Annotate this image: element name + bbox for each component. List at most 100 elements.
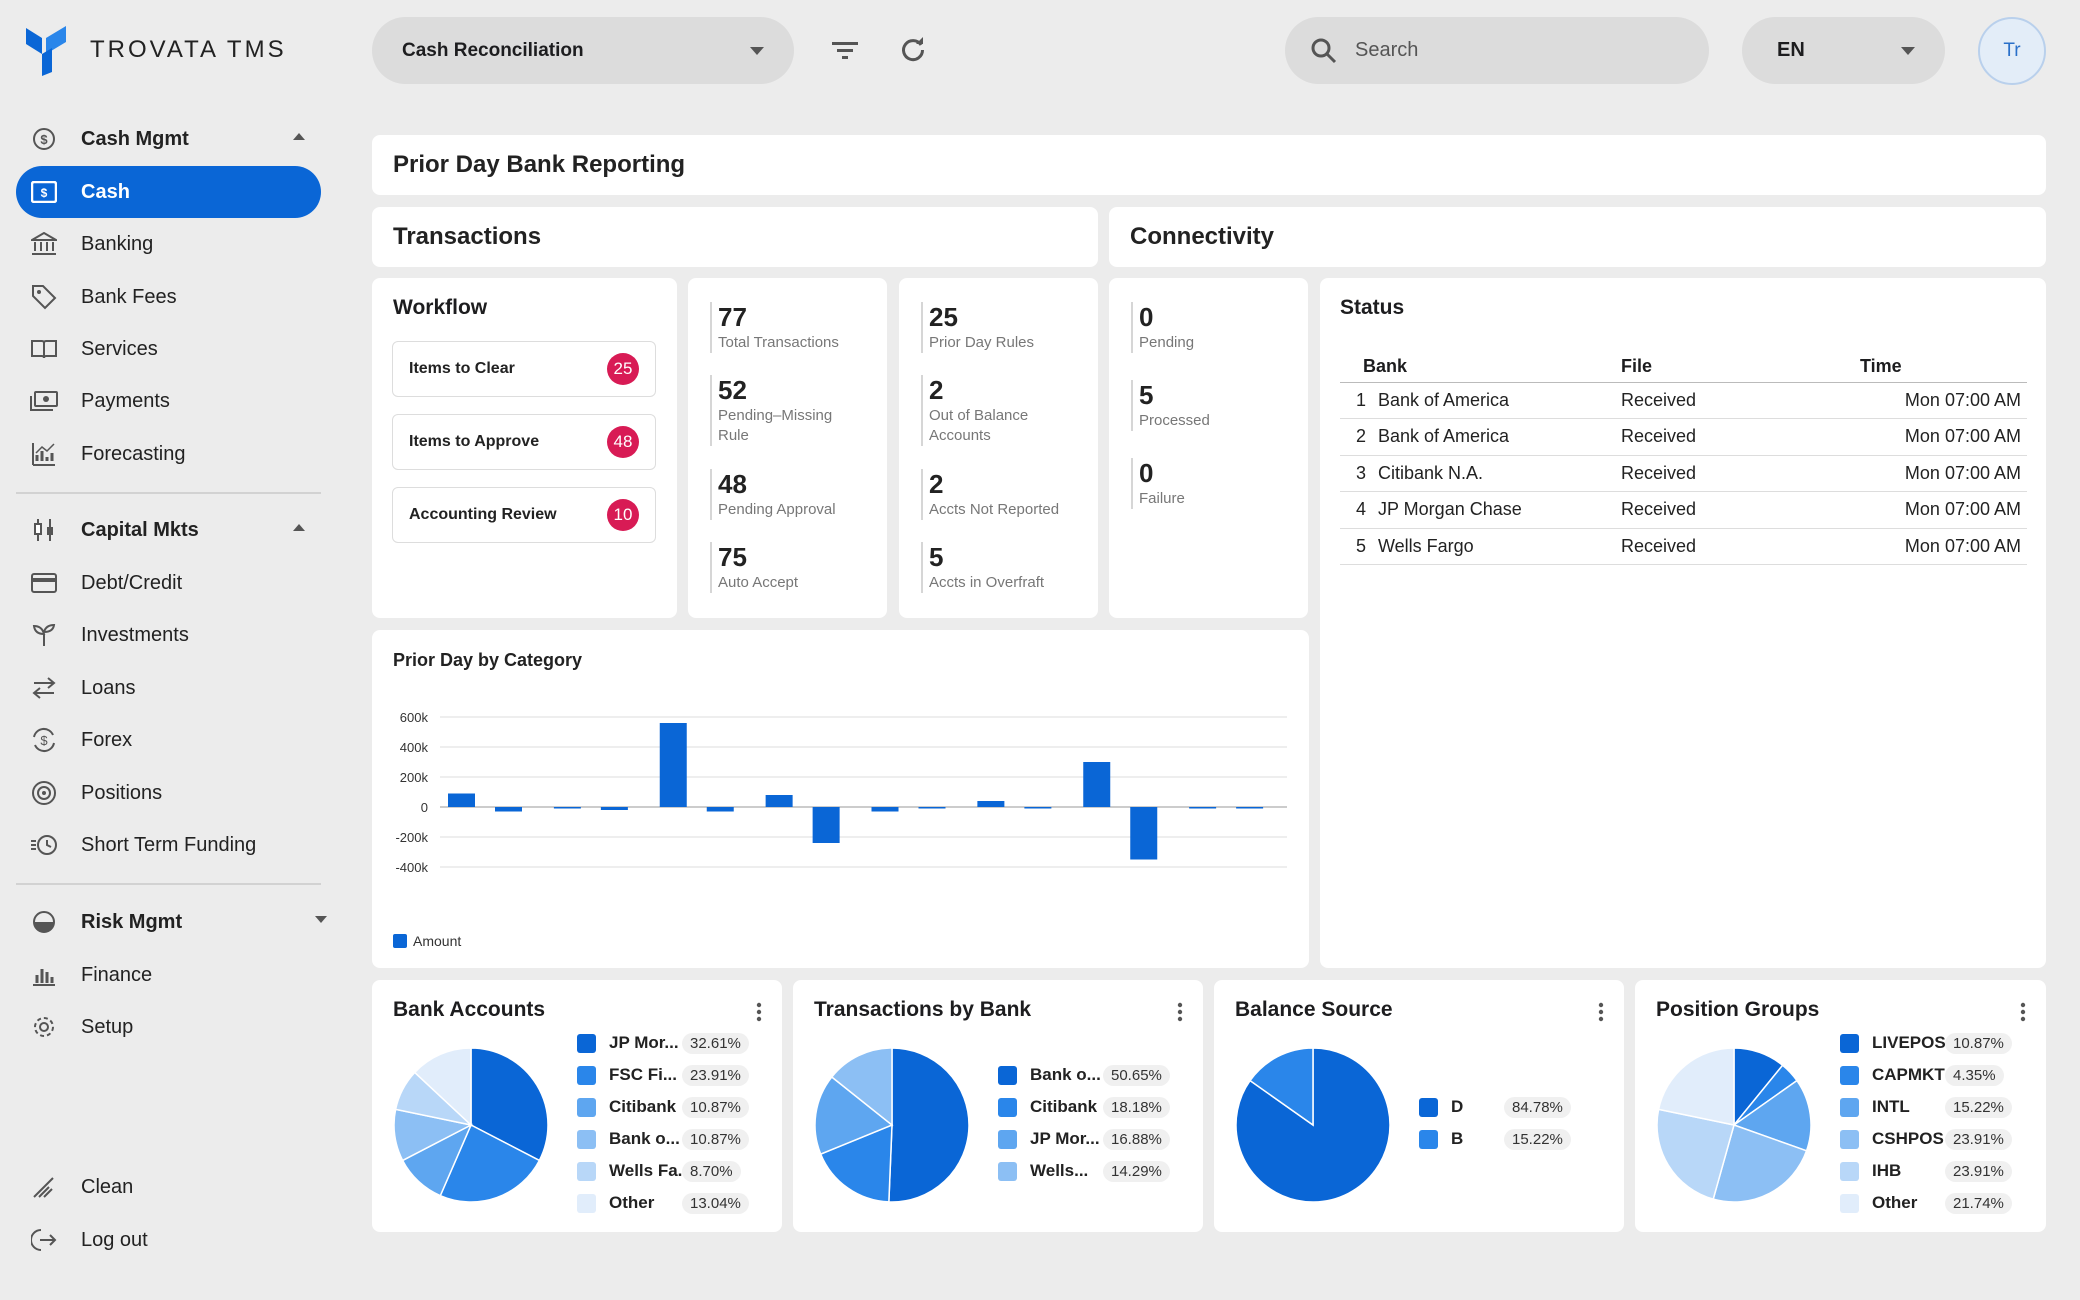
stat-failure[interactable]: 0 Failure xyxy=(1131,458,1291,509)
pie-legend-item[interactable]: Other 21.74% xyxy=(1840,1192,2080,1214)
pie-legend-item[interactable]: IHB 23.91% xyxy=(1840,1160,2080,1182)
pie-slice[interactable] xyxy=(1249,1047,1314,1127)
pie-legend-item[interactable]: Wells Fa... 8.70% xyxy=(577,1160,957,1182)
pie-legend-item[interactable]: Bank o... 50.65% xyxy=(998,1064,1378,1086)
language-select[interactable]: EN xyxy=(1742,17,1945,84)
bar[interactable] xyxy=(1189,807,1217,809)
stat-prior-day-rules[interactable]: 25 Prior Day Rules xyxy=(921,302,1081,353)
sidebar-item-payments[interactable]: Payments xyxy=(16,375,321,427)
search-input[interactable] xyxy=(1355,39,1655,62)
pie-legend-item[interactable]: Wells... 14.29% xyxy=(998,1160,1378,1182)
brand-logo[interactable]: TROVATA TMS xyxy=(24,22,324,78)
more-vert-icon[interactable] xyxy=(2020,1002,2026,1022)
refresh-button[interactable] xyxy=(893,30,933,70)
table-row[interactable]: 4 JP Morgan Chase Received Mon 07:00 AM xyxy=(1340,491,2027,529)
bar[interactable] xyxy=(495,807,522,812)
bar[interactable] xyxy=(918,807,946,809)
pie-legend-item[interactable]: D 84.78% xyxy=(1419,1096,1779,1118)
pie-slice[interactable] xyxy=(819,1123,893,1203)
bar[interactable] xyxy=(1083,762,1111,807)
pie-legend-item[interactable]: Bank o... 10.87% xyxy=(577,1128,957,1150)
bar[interactable] xyxy=(871,807,899,812)
sidebar-item-forecasting[interactable]: Forecasting xyxy=(16,428,321,480)
stat-processed[interactable]: 5 Processed xyxy=(1131,380,1291,431)
stat-accts-in-overdraft[interactable]: 5 Accts in Overfraft xyxy=(921,542,1081,593)
stat-pending[interactable]: 0 Pending xyxy=(1131,302,1291,353)
pie-legend-item[interactable]: INTL 15.22% xyxy=(1840,1096,2080,1118)
sidebar-item-clean[interactable]: Clean xyxy=(16,1161,321,1213)
bar[interactable] xyxy=(1236,807,1264,809)
column-header-bank[interactable]: Bank xyxy=(1340,342,1621,383)
sidebar-item-cash[interactable]: $ Cash xyxy=(16,166,321,218)
filter-button[interactable] xyxy=(825,30,865,70)
pie-slice[interactable] xyxy=(439,1123,541,1203)
stat-pending-missing-rule[interactable]: 52 Pending–Missing Rule xyxy=(710,375,870,446)
sidebar-item-short-term-funding[interactable]: Short Term Funding xyxy=(16,819,321,871)
pie-legend-item[interactable]: FSC Fi... 23.91% xyxy=(577,1064,957,1086)
pie-slice[interactable] xyxy=(413,1047,472,1127)
more-vert-icon[interactable] xyxy=(1177,1002,1183,1022)
pie-slice[interactable] xyxy=(1657,1047,1735,1126)
pie-legend-item[interactable]: LIVEPOS 10.87% xyxy=(1840,1032,2080,1054)
more-vert-icon[interactable] xyxy=(756,1002,762,1022)
sidebar-item-loans[interactable]: Loans xyxy=(16,662,321,714)
sidebar-item-investments[interactable]: Investments xyxy=(16,609,321,661)
sidebar-item-log-out[interactable]: Log out xyxy=(16,1214,321,1266)
report-select[interactable]: Cash Reconciliation xyxy=(372,17,794,84)
bar[interactable] xyxy=(659,723,687,807)
sidebar-item-setup[interactable]: Setup xyxy=(16,1001,321,1053)
pie-legend-item[interactable]: Citibank 10.87% xyxy=(577,1096,957,1118)
search-box[interactable] xyxy=(1285,17,1709,84)
stat-accts-not-reported[interactable]: 2 Accts Not Reported xyxy=(921,469,1081,520)
sidebar-section-risk-mgmt[interactable]: Risk Mgmt xyxy=(16,896,327,948)
bar[interactable] xyxy=(600,807,628,810)
bar[interactable] xyxy=(448,793,475,808)
bar[interactable] xyxy=(1130,807,1158,860)
table-row[interactable]: 2 Bank of America Received Mon 07:00 AM xyxy=(1340,418,2027,456)
pie-slice[interactable] xyxy=(470,1047,549,1162)
pie-legend-item[interactable]: JP Mor... 16.88% xyxy=(998,1128,1378,1150)
sidebar-item-forex[interactable]: $ Forex xyxy=(16,714,321,766)
pie-slice[interactable] xyxy=(888,1047,970,1203)
sidebar-item-bank-fees[interactable]: Bank Fees xyxy=(16,271,321,323)
pie-slice[interactable] xyxy=(1732,1079,1812,1152)
stat-out-of-balance[interactable]: 2 Out of Balance Accounts xyxy=(921,375,1081,446)
pie-legend-item[interactable]: CSHPOS 23.91% xyxy=(1840,1128,2080,1150)
pie-legend-item[interactable]: CAPMKT 4.35% xyxy=(1840,1064,2080,1086)
table-row[interactable]: 1 Bank of America Received Mon 07:00 AM xyxy=(1340,382,2027,419)
bar[interactable] xyxy=(553,807,581,809)
pie-slice[interactable] xyxy=(1656,1108,1735,1201)
pie-slice[interactable] xyxy=(1712,1124,1808,1203)
bar[interactable] xyxy=(765,795,793,807)
bar[interactable] xyxy=(977,801,1005,807)
bar[interactable] xyxy=(1024,807,1052,809)
stat-auto-accept[interactable]: 75 Auto Accept xyxy=(710,542,870,593)
sidebar-item-banking[interactable]: Banking xyxy=(16,218,321,270)
pie-slice[interactable] xyxy=(830,1047,893,1127)
table-row[interactable]: 5 Wells Fargo Received Mon 07:00 AM xyxy=(1340,528,2027,565)
more-vert-icon[interactable] xyxy=(1598,1002,1604,1022)
stat-pending-approval[interactable]: 48 Pending Approval xyxy=(710,469,870,520)
sidebar-item-positions[interactable]: Positions xyxy=(16,767,321,819)
sidebar-item-finance[interactable]: Finance xyxy=(16,949,321,1001)
pie-legend-item[interactable]: Citibank 18.18% xyxy=(998,1096,1378,1118)
sidebar-section-cash-mgmt[interactable]: $ Cash Mgmt xyxy=(16,113,321,165)
pie-legend-item[interactable]: B 15.22% xyxy=(1419,1128,1779,1150)
table-row[interactable]: 3 Citibank N.A. Received Mon 07:00 AM xyxy=(1340,455,2027,492)
pie-slice[interactable] xyxy=(814,1075,894,1156)
column-header-time[interactable]: Time xyxy=(1860,342,2027,383)
sidebar-section-capital-mkts[interactable]: Capital Mkts xyxy=(16,504,321,556)
sidebar-item-services[interactable]: Services xyxy=(16,323,321,375)
pie-legend-item[interactable]: Other 13.04% xyxy=(577,1192,957,1214)
column-header-file[interactable]: File xyxy=(1621,342,1860,383)
workflow-item-accounting-review[interactable]: Accounting Review 10 xyxy=(392,487,656,543)
bar-chart-legend[interactable]: Amount xyxy=(393,933,461,949)
workflow-item-items-to-clear[interactable]: Items to Clear 25 xyxy=(392,341,656,397)
stat-total-transactions[interactable]: 77 Total Transactions xyxy=(710,302,870,353)
user-avatar[interactable]: Tr xyxy=(1978,17,2046,85)
bar[interactable] xyxy=(706,807,734,812)
sidebar-item-debt-credit[interactable]: Debt/Credit xyxy=(16,557,321,609)
bar[interactable] xyxy=(812,807,840,843)
pie-legend-item[interactable]: JP Mor... 32.61% xyxy=(577,1032,957,1054)
workflow-item-items-to-approve[interactable]: Items to Approve 48 xyxy=(392,414,656,470)
